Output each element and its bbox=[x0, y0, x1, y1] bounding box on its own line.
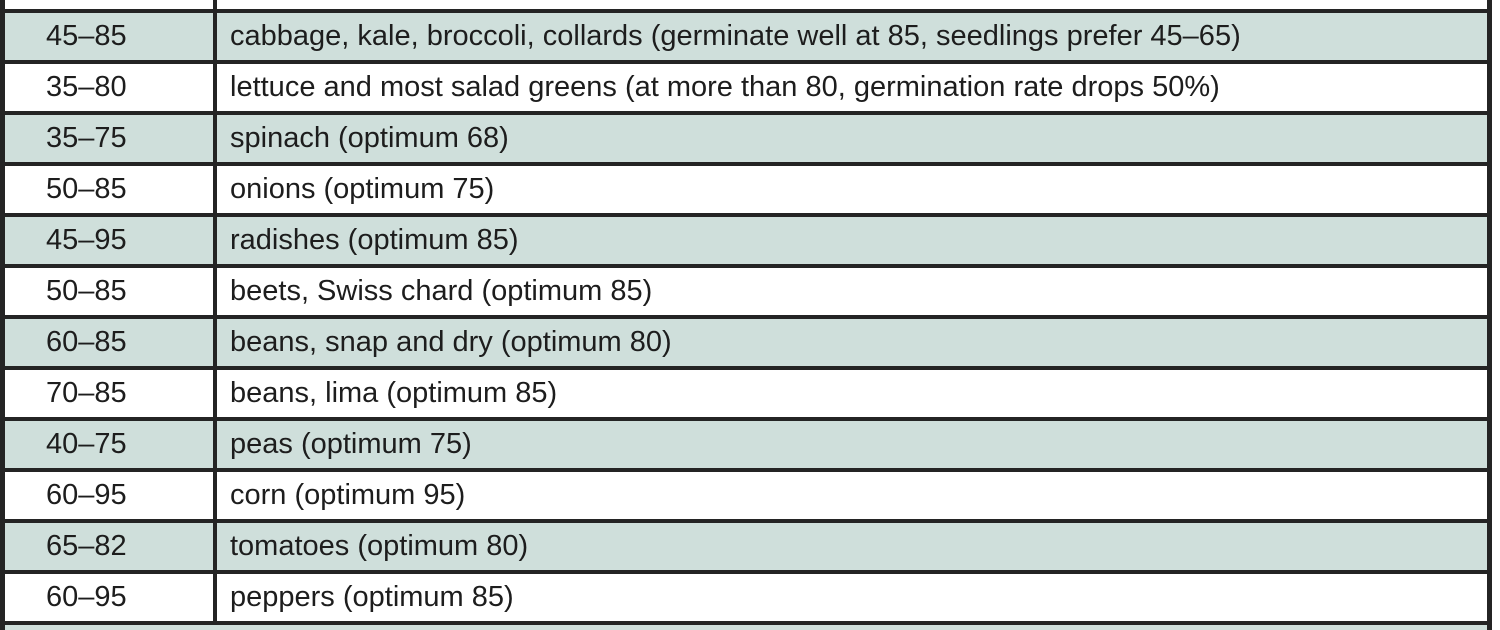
partial-row-top bbox=[5, 0, 1487, 9]
crops-cell: corn (optimum 95) bbox=[230, 479, 466, 511]
table-row: 40–75 peas (optimum 75) bbox=[5, 417, 1487, 468]
table-row: 60–85 beans, snap and dry (optimum 80) bbox=[5, 315, 1487, 366]
range-cell: 35–80 bbox=[5, 64, 217, 111]
crops-cell: onions (optimum 75) bbox=[230, 173, 495, 205]
crops-cell: radishes (optimum 85) bbox=[230, 224, 519, 256]
range-cell bbox=[5, 0, 217, 9]
crops-cell: beans, lima (optimum 85) bbox=[230, 377, 558, 409]
range-cell: 35–75 bbox=[5, 115, 217, 162]
crops-cell: peppers (optimum 85) bbox=[230, 581, 514, 613]
table-row: 65–82 tomatoes (optimum 80) bbox=[5, 519, 1487, 570]
table-row: 60–95 corn (optimum 95) bbox=[5, 468, 1487, 519]
range-cell: 60–95 bbox=[5, 574, 217, 621]
crops-cell: beans, snap and dry (optimum 80) bbox=[230, 326, 672, 358]
range-cell: 50–85 bbox=[5, 268, 217, 315]
crops-cell: spinach (optimum 68) bbox=[230, 122, 509, 154]
range-cell: 70–85 bbox=[5, 370, 217, 417]
table-row: 45–95 radishes (optimum 85) bbox=[5, 213, 1487, 264]
partial-row-bottom bbox=[5, 621, 1487, 630]
table-row: 50–85 onions (optimum 75) bbox=[5, 162, 1487, 213]
range-cell: 60–95 bbox=[5, 472, 217, 519]
table-row: 70–85 beans, lima (optimum 85) bbox=[5, 366, 1487, 417]
table-row: 60–95 peppers (optimum 85) bbox=[5, 570, 1487, 621]
table-row: 35–75 spinach (optimum 68) bbox=[5, 111, 1487, 162]
crops-cell: beets, Swiss chard (optimum 85) bbox=[230, 275, 653, 307]
crops-cell: tomatoes (optimum 80) bbox=[230, 530, 529, 562]
range-cell: 45–85 bbox=[5, 13, 217, 60]
table-row: 35–80 lettuce and most salad greens (at … bbox=[5, 60, 1487, 111]
table-row: 50–85 beets, Swiss chard (optimum 85) bbox=[5, 264, 1487, 315]
table-body: 45–85 cabbage, kale, broccoli, collards … bbox=[5, 9, 1487, 621]
range-cell: 45–95 bbox=[5, 217, 217, 264]
crops-cell: lettuce and most salad greens (at more t… bbox=[230, 71, 1220, 103]
range-cell: 60–85 bbox=[5, 319, 217, 366]
crops-cell: cabbage, kale, broccoli, collards (germi… bbox=[230, 20, 1241, 52]
table-row: 45–85 cabbage, kale, broccoli, collards … bbox=[5, 9, 1487, 60]
crops-cell bbox=[217, 0, 1487, 9]
crops-cell: peas (optimum 75) bbox=[230, 428, 472, 460]
range-cell: 65–82 bbox=[5, 523, 217, 570]
range-cell: 40–75 bbox=[5, 421, 217, 468]
range-cell: 50–85 bbox=[5, 166, 217, 213]
